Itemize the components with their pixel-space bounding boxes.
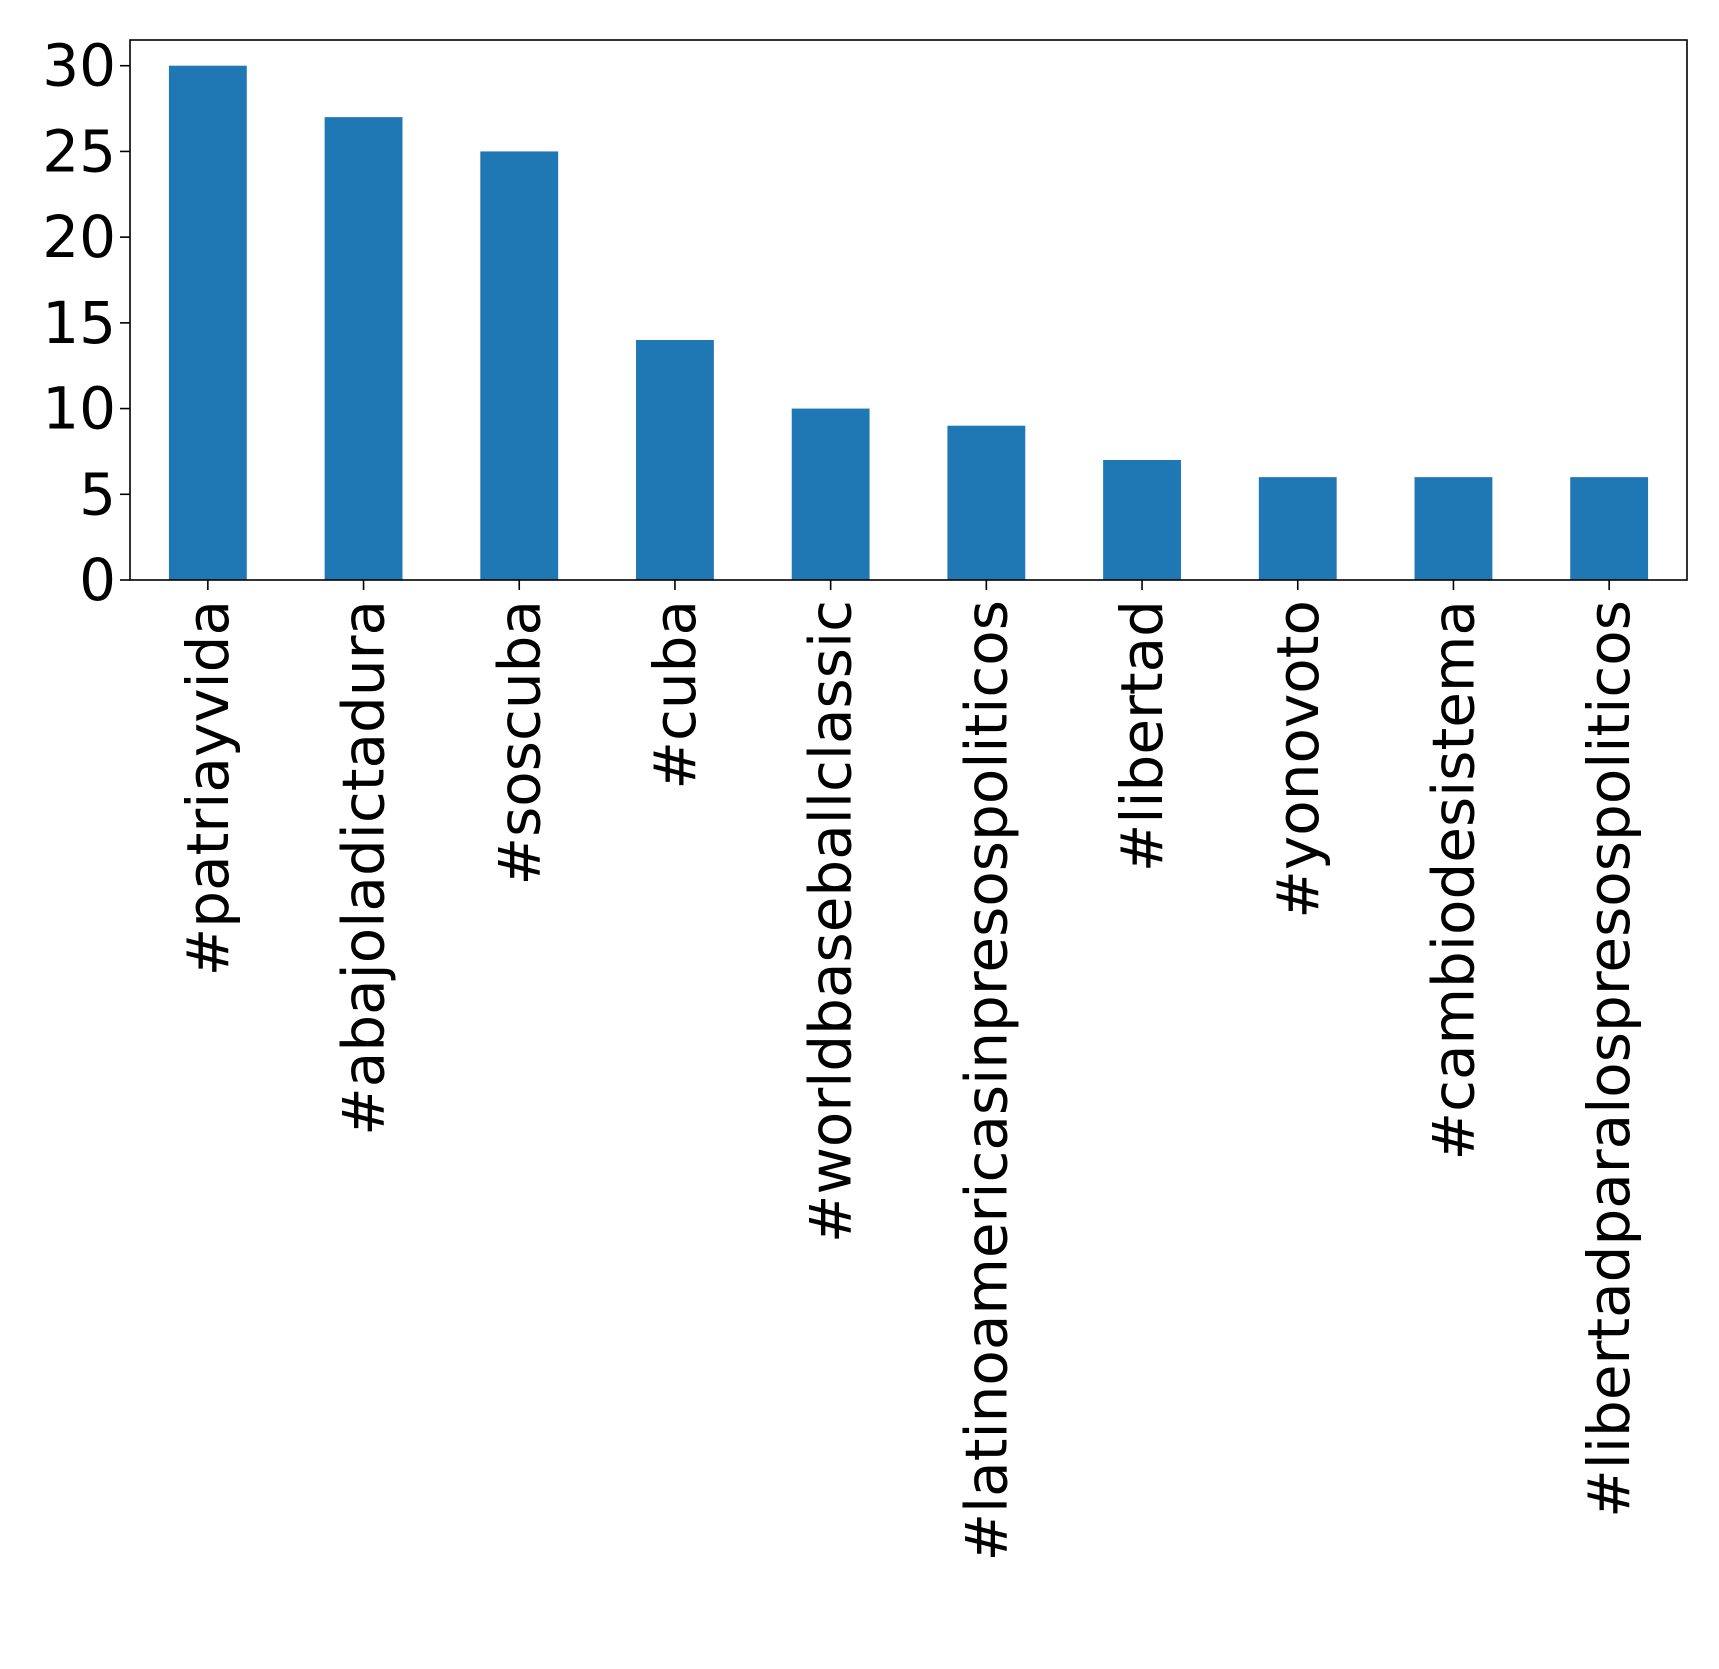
plot-frame [129,39,1688,581]
bar-4 [791,408,870,580]
bar-5 [947,425,1026,580]
y-tick-label-1: 5 [79,460,116,528]
y-tick-label-3: 15 [42,289,116,357]
x-tick-label-7: #yonovoto [1264,600,1332,919]
x-tick-label-8: #cambiodesistema [1419,600,1487,1160]
y-tick-label-6: 30 [42,32,116,100]
bar-6 [1103,460,1181,580]
x-tick-label-2: #soscuba [485,600,553,886]
x-tick-label-1: #abajoladictadura [330,600,398,1136]
y-tick-label-0: 0 [79,546,116,614]
bar-2 [480,151,559,580]
bar-7 [1258,477,1337,580]
x-axis: #patriayvida #abajoladictadura #soscuba #cu… [174,580,1643,1562]
bar-0 [168,65,247,580]
bar-8 [1414,477,1493,580]
x-tick-label-4: #worldbaseballclassic [797,600,865,1243]
y-tick-label-2: 10 [42,375,116,443]
x-tick-label-3: #cuba [641,600,709,790]
bar-3 [636,340,714,580]
x-tick-label-6: #libertad [1108,600,1176,872]
x-tick-label-0: #patriayvida [174,600,242,976]
y-tick-label-5: 25 [42,117,116,185]
y-axis: 0 5 10 15 20 25 30 [42,32,130,614]
bars-layer [168,65,1649,581]
bar-1 [324,117,403,581]
y-tick-label-4: 20 [42,203,116,271]
x-tick-label-5: #latinoamericasinpresospoliticos [952,600,1020,1562]
x-tick-label-9: #libertadparalospresospoliticos [1575,600,1643,1518]
bar-9 [1570,477,1649,580]
